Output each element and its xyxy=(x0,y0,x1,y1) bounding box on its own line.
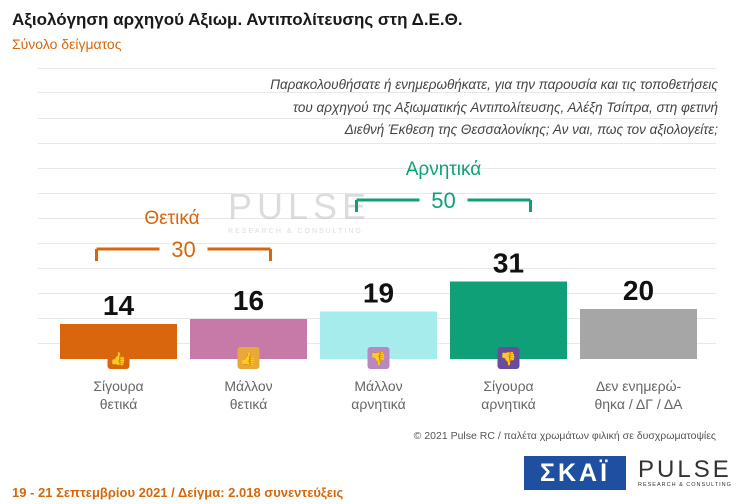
icon-glyph: 👎 xyxy=(370,351,386,367)
group-label: Θετικά xyxy=(144,208,199,229)
category-label-line: θετικά xyxy=(99,396,138,412)
gridline xyxy=(38,293,716,294)
icon-glyph: 👎 xyxy=(500,351,516,367)
category-label-line: θετικά xyxy=(229,396,268,412)
icon-glyph: 👍 xyxy=(240,351,256,367)
survey-footer: 19 - 21 Σεπτεμβρίου 2021 / Δείγμα: 2.018… xyxy=(12,485,344,500)
category-label-line: Δεν ενημερώ- xyxy=(595,378,682,394)
watermark-subtext: RESEARCH & CONSULTING xyxy=(228,228,363,235)
category-label-line: Μάλλον xyxy=(224,378,273,394)
category-label-line: Σίγουρα xyxy=(93,378,144,394)
pulse-watermark: PULSE RESEARCH & CONSULTING xyxy=(228,186,371,235)
category-label: Σίγουρα αρνητικά xyxy=(449,377,569,413)
gridline xyxy=(38,168,716,169)
gridline xyxy=(38,243,716,244)
category-label-line: αρνητικά xyxy=(481,396,536,412)
question-line: του αρχηγού της Αξιωματικής Αντιπολίτευσ… xyxy=(292,99,718,115)
thumbs-up-icon xyxy=(237,347,260,369)
bar xyxy=(580,309,697,359)
thumbs-up-double-icon xyxy=(107,347,130,369)
gridline xyxy=(38,92,716,93)
pulse-logo: PULSE RESEARCH & CONSULTING xyxy=(638,456,732,489)
question-line: Διεθνή Έκθεση της Θεσσαλονίκης; Αν ναι, … xyxy=(344,122,718,137)
watermark-text: PULSE xyxy=(228,186,372,227)
pulse-logo-text: PULSE xyxy=(638,456,732,483)
group-value-label: 50 xyxy=(431,188,455,213)
survey-question: Παρακολουθήσατε ή ενημερωθήκατε, για την… xyxy=(198,74,718,142)
gridline xyxy=(38,143,716,144)
bar-value-label: 14 xyxy=(103,290,135,321)
skai-logo: ΣΚΑΪ xyxy=(524,456,626,490)
category-label-line: Μάλλον xyxy=(354,378,403,394)
gridline xyxy=(38,193,716,194)
bar-value-label: 16 xyxy=(233,285,264,316)
thumbs-down-icon xyxy=(367,347,390,369)
gridline xyxy=(38,68,716,69)
bar-value-label: 19 xyxy=(363,278,394,309)
category-label: Μάλλον αρνητικά xyxy=(319,377,439,413)
category-label: Σίγουρα θετικά xyxy=(59,377,179,413)
group-value-label: 30 xyxy=(171,237,195,262)
category-label-line: Σίγουρα xyxy=(483,378,534,394)
group-label: Αρνητικά xyxy=(406,159,482,180)
icon-glyph: 👍 xyxy=(110,351,126,367)
category-label-line: αρνητικά xyxy=(351,396,406,412)
page-subtitle: Σύνολο δείγματος xyxy=(12,36,122,52)
category-label-line: θηκα / ΔΓ / ΔΑ xyxy=(594,396,683,412)
bar-value-label: 31 xyxy=(493,248,524,279)
gridline xyxy=(38,268,716,269)
thumbs-down-double-icon xyxy=(497,347,520,369)
bar-value-label: 20 xyxy=(623,275,654,306)
category-label: Δεν ενημερώ-θηκα / ΔΓ / ΔΑ xyxy=(579,377,699,413)
gridline xyxy=(38,218,716,219)
pulse-logo-subtext: RESEARCH & CONSULTING xyxy=(638,482,732,488)
bar xyxy=(450,281,567,359)
page-title: Αξιολόγηση αρχηγού Αξιωμ. Αντιπολίτευσης… xyxy=(12,10,463,29)
question-line: Παρακολουθήσατε ή ενημερωθήκατε, για την… xyxy=(270,77,718,92)
category-label: Μάλλον θετικά xyxy=(189,377,309,413)
credit-text: © 2021 Pulse RC / παλέτα χρωμάτων φιλική… xyxy=(413,430,716,442)
gridline xyxy=(38,118,716,119)
